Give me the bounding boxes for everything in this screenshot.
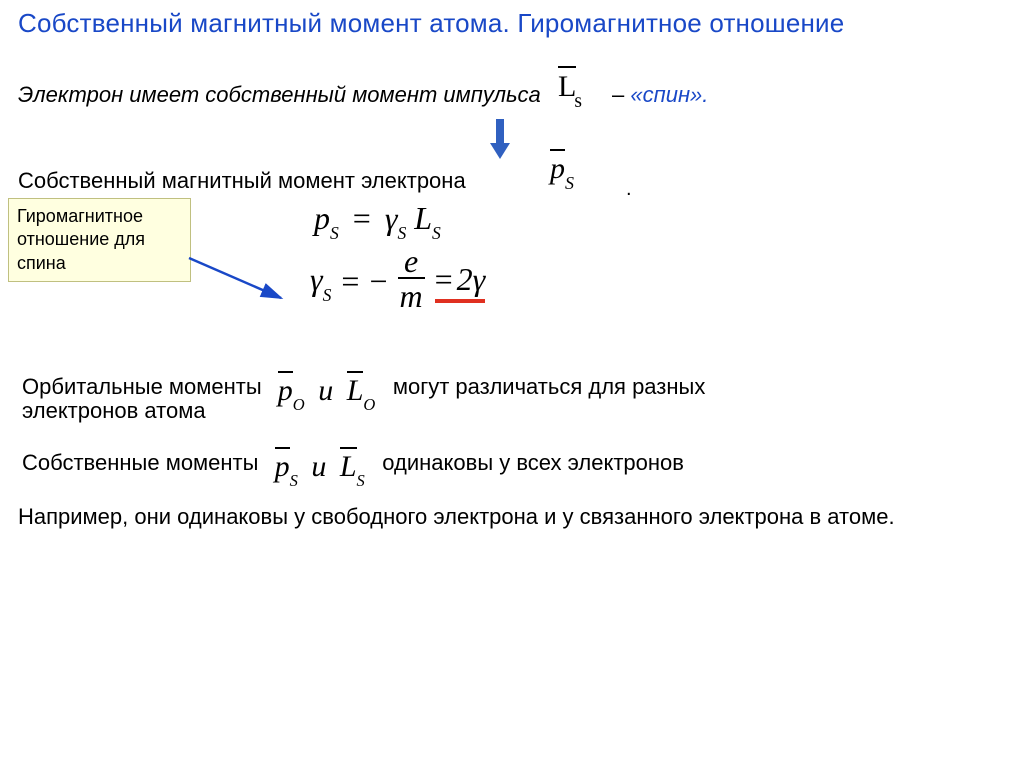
spin-word: «спин». bbox=[630, 82, 708, 107]
orbital-moments-line2: электронов атома bbox=[22, 398, 206, 424]
orbital-left: Орбитальные моменты bbox=[22, 374, 262, 399]
slide-title: Собственный магнитный момент атома. Гиро… bbox=[18, 8, 844, 39]
vector-p-sub: S bbox=[565, 173, 574, 193]
arrow-diag-icon bbox=[185, 252, 295, 312]
vector-p-base: p bbox=[550, 152, 565, 185]
own-moment-line: Собственный магнитный момент электрона bbox=[18, 168, 466, 194]
vector-ps: pS bbox=[550, 152, 574, 190]
example-line: Например, они одинаковы у свободного эле… bbox=[18, 502, 978, 533]
vectors-pO-LO: pO и LO bbox=[278, 374, 383, 407]
callout-box: Гиромагнитное отношение для спина bbox=[8, 198, 191, 282]
intrinsic-right: одинаковы у всех электронов bbox=[382, 450, 684, 475]
intro-line: Электрон имеет собственный момент импуль… bbox=[18, 82, 541, 108]
spin-label: – «спин». bbox=[612, 82, 708, 108]
intrinsic-left: Собственные моменты bbox=[22, 450, 258, 475]
intrinsic-moments-line: Собственные моменты pS и LS одинаковы у … bbox=[22, 444, 684, 482]
formula-gamma-ratio: γS = − e m =2γ bbox=[310, 247, 485, 316]
formula-block: pS = γS LS γS = − e m =2γ bbox=[310, 200, 485, 317]
arrow-down-icon bbox=[488, 117, 512, 161]
dash: – bbox=[612, 82, 624, 107]
vectors-pS-LS: pS и LS bbox=[275, 450, 373, 483]
orbital-right: могут различаться для разных bbox=[393, 374, 706, 399]
emphasized-2gamma: =2γ bbox=[435, 261, 486, 303]
period: . bbox=[626, 178, 632, 201]
vector-Ls: Ls bbox=[558, 70, 584, 109]
vector-L-sub: s bbox=[574, 91, 582, 112]
formula-ps-gamma-ls: pS = γS LS bbox=[314, 200, 489, 241]
